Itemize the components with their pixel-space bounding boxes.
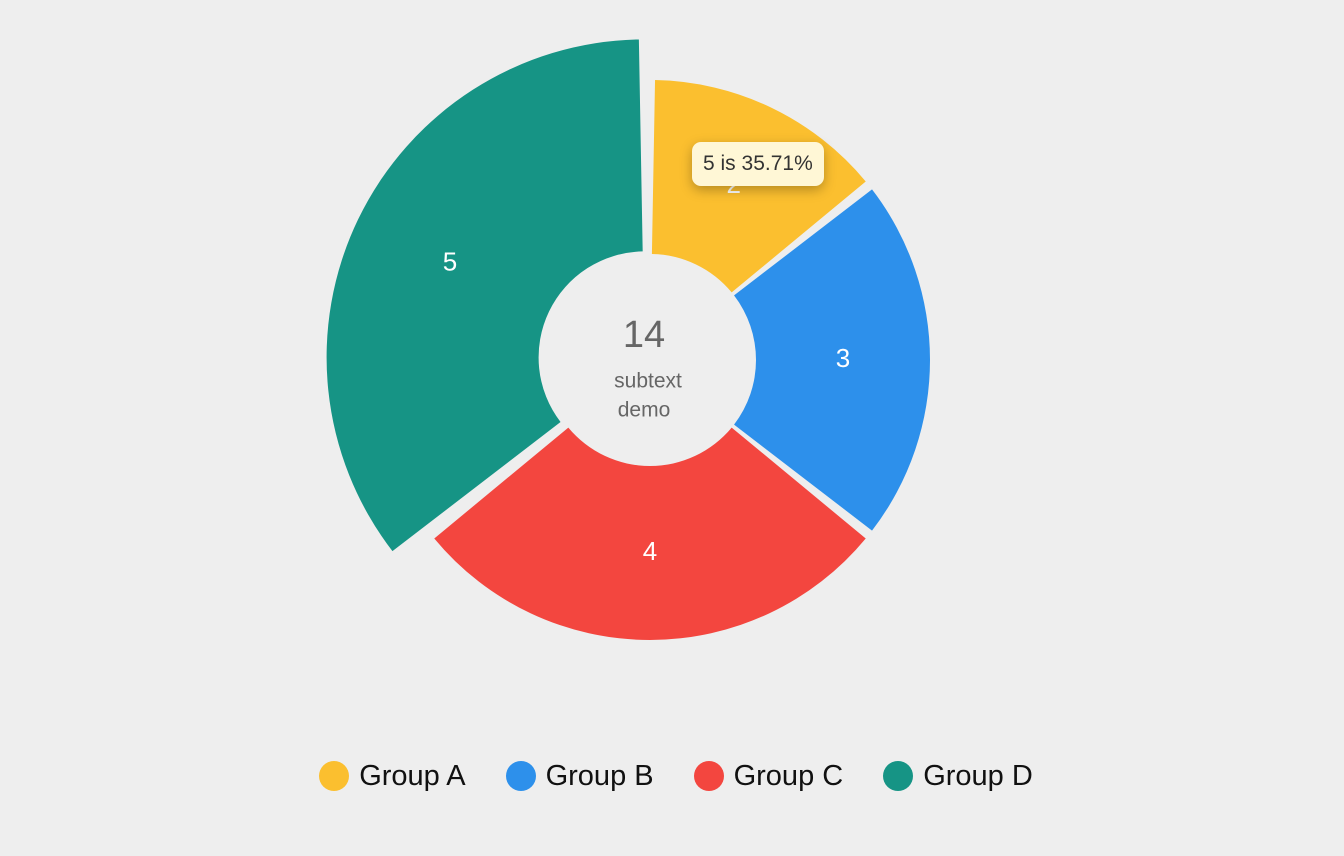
legend-label-group-d: Group D [923, 759, 1033, 792]
slice-label-group-c: 4 [643, 536, 657, 566]
slice-group-d[interactable] [326, 39, 643, 552]
legend-label-group-b: Group B [545, 759, 654, 792]
legend-label-group-a: Group A [359, 759, 466, 792]
slice-group-a[interactable] [651, 80, 866, 293]
slices-group [326, 39, 930, 640]
legend-swatch-group-d [883, 761, 914, 791]
donut-chart: 2345 14 subtext demo 5 is 35.71% [326, 39, 930, 640]
center-subtext-line2: demo [618, 399, 671, 422]
center-total: 14 [623, 314, 665, 356]
slice-group-c[interactable] [434, 427, 866, 640]
legend-item-group-c[interactable]: Group C [693, 759, 844, 793]
legend-item-group-a[interactable]: Group A [319, 759, 466, 793]
legend-label-group-c: Group C [733, 759, 844, 792]
legend-swatch-group-a [319, 761, 350, 791]
legend-swatch-group-c [693, 761, 724, 791]
legend-item-group-b[interactable]: Group B [505, 759, 654, 793]
legend-item-group-d[interactable]: Group D [883, 760, 1033, 793]
chart-tooltip: 5 is 35.71% [692, 142, 824, 186]
slice-group-b[interactable] [734, 189, 930, 531]
slice-label-group-b: 3 [836, 343, 850, 373]
center-subtext-line1: subtext [614, 370, 682, 393]
slice-label-group-d: 5 [443, 247, 457, 277]
legend-swatch-group-b [505, 761, 536, 791]
chart-legend: Group A Group B Group C Group D [0, 752, 1344, 800]
donut-chart-svg: 2345 14 subtext demo [326, 39, 930, 640]
